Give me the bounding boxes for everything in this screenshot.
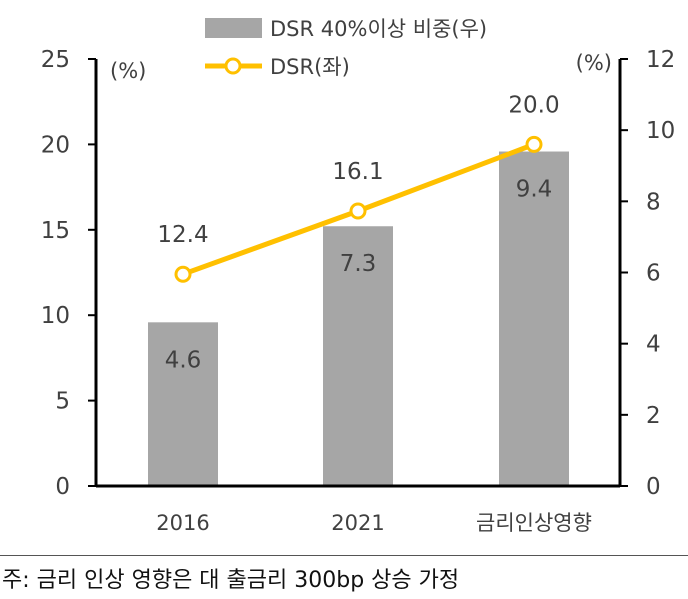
line-label-2: 20.0: [508, 92, 559, 118]
bar-1: [323, 226, 393, 486]
bar-label-0: 4.6: [165, 347, 202, 373]
right-tick-label-6: 12: [646, 47, 675, 73]
right-tick-label-1: 2: [646, 403, 661, 429]
line-point-1: [349, 202, 367, 220]
right-axis-unit: (%): [576, 51, 612, 75]
left-tick-label-2: 10: [41, 303, 70, 329]
left-tick-label-4: 20: [41, 132, 70, 158]
legend-marker-line: [224, 57, 242, 75]
left-tick-label-5: 25: [41, 47, 70, 73]
legend-swatch-bar: [205, 18, 262, 38]
left-axis-unit: (%): [110, 59, 146, 83]
bar-label-2: 9.4: [516, 177, 553, 203]
bar-0: [148, 322, 218, 486]
footnote: 주: 금리 인상 영향은 대 출금리 300bp 상승 가정: [2, 568, 460, 593]
right-tick-label-5: 10: [646, 118, 675, 144]
x-tick-label-2: 금리인상영향: [476, 511, 592, 535]
right-tick-label-3: 6: [646, 261, 661, 287]
footer-divider: [0, 555, 688, 556]
left-tick-label-1: 5: [55, 389, 70, 415]
line-point-2: [525, 135, 543, 153]
legend-label-bar: DSR 40%이상 비중(우): [270, 17, 487, 41]
bar-2: [499, 151, 569, 486]
left-tick-label-3: 15: [41, 218, 70, 244]
x-tick-label-0: 2016: [156, 511, 209, 535]
legend-label-line: DSR(좌): [270, 55, 350, 79]
line-point-0: [174, 265, 192, 283]
line-label-1: 16.1: [332, 159, 383, 185]
right-tick-label-4: 8: [646, 189, 661, 215]
line-label-0: 12.4: [157, 222, 208, 248]
left-tick-label-0: 0: [55, 474, 70, 500]
right-tick-label-2: 4: [646, 332, 661, 358]
right-tick-label-0: 0: [646, 474, 661, 500]
x-tick-label-1: 2021: [331, 511, 384, 535]
bar-label-1: 7.3: [340, 251, 377, 277]
